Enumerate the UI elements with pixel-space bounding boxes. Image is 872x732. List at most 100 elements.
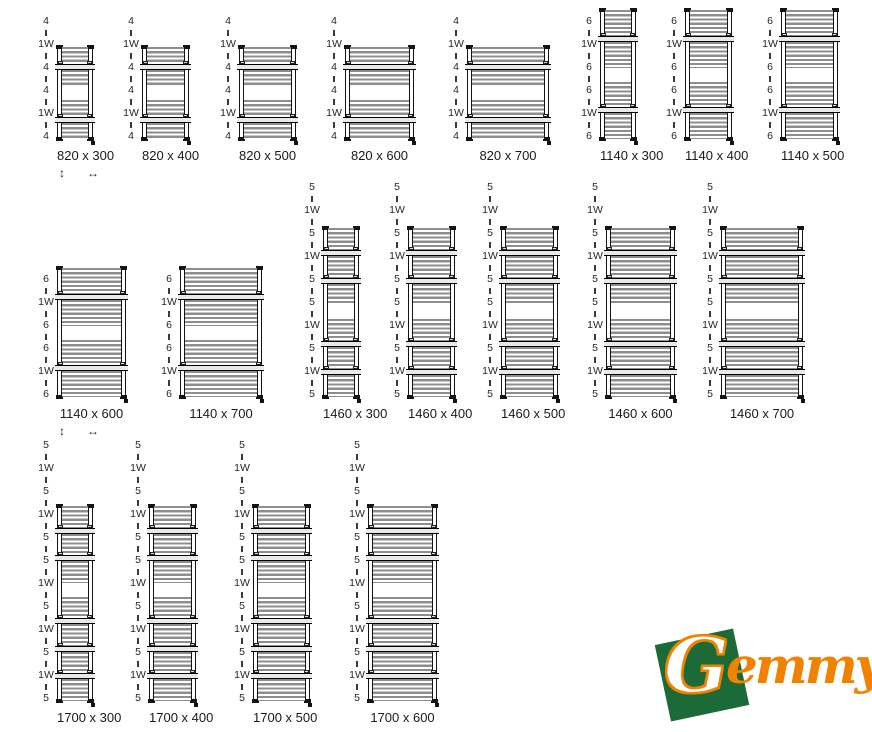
tube-count-label: 6 [671,129,677,142]
wall-bracket-bar [779,104,840,114]
bracket-tab [408,113,413,117]
label-separator [673,27,675,39]
label-separator [311,331,313,343]
wall-bracket-bar [321,338,361,348]
label-separator [455,96,457,108]
bracket-tab [502,338,507,342]
towel-gap [413,305,450,320]
tube-count-label: 5 [354,438,360,451]
label-separator [709,308,711,320]
bracket-tab [240,113,245,117]
tube-count-labels: 6 1W 6 6 1W 6 [759,15,781,143]
label-separator [673,50,675,62]
label-separator [356,543,358,555]
wall-bracket-bar [251,552,312,562]
tube-group [258,596,305,619]
radiator-tubes [343,47,416,139]
rail-top-cap [500,226,507,230]
tube-count-label: 4 [43,83,49,96]
valve-plug [412,141,416,145]
wall-bracket-bar [406,246,457,256]
wall-bracket-bar [147,670,198,680]
wall-bracket-bar [604,274,677,284]
wall-bracket-bar [719,246,805,256]
label-separator [356,681,358,693]
tube-count-label: 1W [38,295,54,308]
label-separator [45,377,47,389]
tube-count-label: 5 [487,180,493,193]
tube-group [62,339,121,366]
size-label: 1460 x 700 [729,406,795,421]
label-separator [709,331,711,343]
tube-group [373,679,432,702]
radiator-model-1700x500: 5 1W 5 1W 5 5 1W 5 1W 5 1W 5 1700 x 500 [231,438,317,725]
height-arrow-icon: ↕ [59,424,65,438]
radiator-rail [322,226,329,399]
tube-count-label: 1W [666,37,682,50]
tube-count-label: 5 [43,691,49,704]
rail-top-cap [148,504,155,508]
bracket-tab [782,104,787,108]
gemmy-logo: G emmy [648,620,872,728]
bracket-tab [369,552,374,556]
radiator-diagram [178,265,264,403]
label-separator [489,377,491,389]
towel-gap [154,582,191,597]
rail-bottom-cap [290,137,297,141]
radiator-diagram [55,503,95,707]
tube-count-label: 5 [354,553,360,566]
label-separator [769,27,771,39]
tube-count-labels: 5 1W 5 1W 5 5 1W 5 1W 5 [699,181,721,401]
tube-count-label: 1W [702,364,718,377]
label-separator [45,50,47,62]
tube-count-label: 5 [309,272,315,285]
label-separator [396,377,398,389]
tube-count-label: 1W [234,576,250,589]
radiator-rail [290,45,297,141]
bracket-tab [468,60,473,64]
label-separator [137,635,139,647]
radiator-rail [431,504,438,703]
tube-count-label: 5 [707,341,713,354]
bracket-tab [552,366,557,370]
radiator-diagram [237,44,298,145]
tube-count-label: 5 [135,691,141,704]
bracket-tab [502,274,507,278]
radiator-rail [599,8,606,141]
radiator-rail [669,226,676,399]
tube-group [726,255,798,278]
tube-count-label: 1W [304,203,320,216]
logo-letter-g: G [663,620,730,711]
wall-bracket-bar [251,642,312,652]
label-separator [489,285,491,297]
tube-group [258,533,305,556]
tube-count-label: 1W [762,106,778,119]
tube-group [62,679,88,702]
wall-bracket-bar [598,32,638,42]
tube-group [154,506,191,528]
wall-bracket-bar [178,362,264,372]
tube-count-label: 5 [592,341,598,354]
tube-count-label: 5 [239,438,245,451]
bracket-tab [190,524,195,528]
label-separator [396,285,398,297]
tube-group [786,113,833,139]
tube-group [506,347,553,370]
wall-bracket-bar [779,32,840,42]
tube-count-label: 4 [453,60,459,73]
model-stack: 5 1W 5 1W 5 5 1W 5 1W 5 1W 5 [231,438,312,707]
radiator-diagram [55,265,128,403]
model-stack: 6 1W 6 6 1W 6 [35,265,128,403]
size-label: 1140 x 400 [685,148,749,163]
bracket-tab [669,338,674,342]
wall-bracket-bar [604,366,677,376]
radiator-rail [56,266,63,399]
valve-plug [91,703,95,707]
bracket-tab [143,113,148,117]
wall-bracket-bar [366,552,439,562]
tube-count-label: 5 [135,484,141,497]
radiator-diagram [343,44,416,145]
radiator-diagram [406,225,457,403]
label-separator [489,239,491,251]
label-separator [45,589,47,601]
